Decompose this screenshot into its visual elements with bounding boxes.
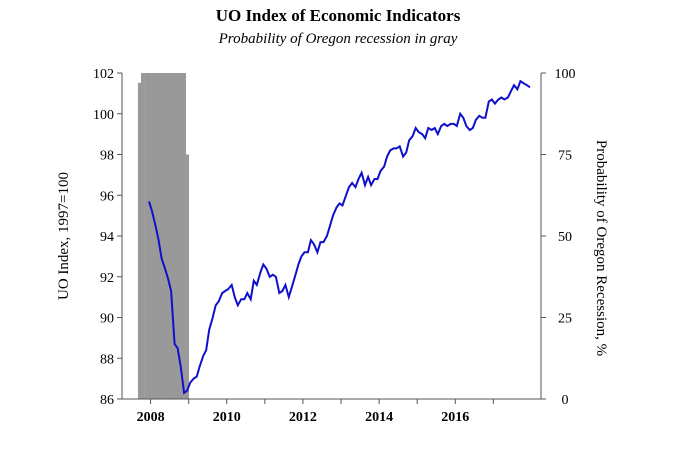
recession-bar xyxy=(150,73,154,399)
left-tick-label: 100 xyxy=(93,108,114,123)
recession-bar xyxy=(185,154,190,399)
right-tick-label: 50 xyxy=(558,230,572,245)
recession-bar xyxy=(176,73,180,399)
recession-bar xyxy=(147,73,151,399)
recession-bar xyxy=(160,73,164,399)
right-tick-label: 75 xyxy=(558,149,572,164)
left-tick-label: 86 xyxy=(100,393,114,408)
recession-bar xyxy=(140,73,145,399)
recession-bar xyxy=(182,73,186,399)
x-axis-ticks: 2008 2010 2012 2014 2016 xyxy=(137,399,494,425)
recession-bar xyxy=(166,73,170,399)
chart-title: UO Index of Economic Indicators xyxy=(215,6,461,25)
left-tick-label: 102 xyxy=(93,67,114,82)
x-tick-label: 2014 xyxy=(365,410,393,425)
left-tick-label: 88 xyxy=(100,352,114,367)
right-axis-ticks: 0 25 50 75 100 xyxy=(541,67,576,408)
x-tick-label: 2010 xyxy=(213,410,241,425)
x-tick-label: 2008 xyxy=(137,410,165,425)
left-tick-label: 98 xyxy=(100,149,114,164)
left-tick-label: 96 xyxy=(100,189,114,204)
right-tick-label: 100 xyxy=(555,67,576,82)
left-tick-label: 94 xyxy=(100,230,114,245)
recession-bar xyxy=(163,73,167,399)
recession-bar xyxy=(179,73,183,399)
recession-bar xyxy=(137,82,142,399)
right-tick-label: 0 xyxy=(562,393,569,408)
recession-bar xyxy=(144,73,148,399)
recession-bar xyxy=(169,73,174,399)
x-tick-label: 2012 xyxy=(289,410,317,425)
uo-index-line xyxy=(148,79,531,395)
y-axis-label: UO Index, 1997=100 xyxy=(56,172,72,300)
recession-probability-bars xyxy=(137,73,190,399)
right-tick-label: 25 xyxy=(558,312,572,327)
chart-subtitle: Probability of Oregon recession in gray xyxy=(218,31,458,47)
left-tick-label: 90 xyxy=(100,312,114,327)
x-tick-label: 2016 xyxy=(441,410,469,425)
left-tick-label: 92 xyxy=(100,271,114,286)
recession-bar xyxy=(153,73,158,399)
recession-bar xyxy=(172,73,177,399)
left-axis-ticks: 86 88 90 92 94 96 98 100 102 xyxy=(93,67,122,408)
y2-axis-label: Probability of Oregon Recession, % xyxy=(593,140,609,356)
